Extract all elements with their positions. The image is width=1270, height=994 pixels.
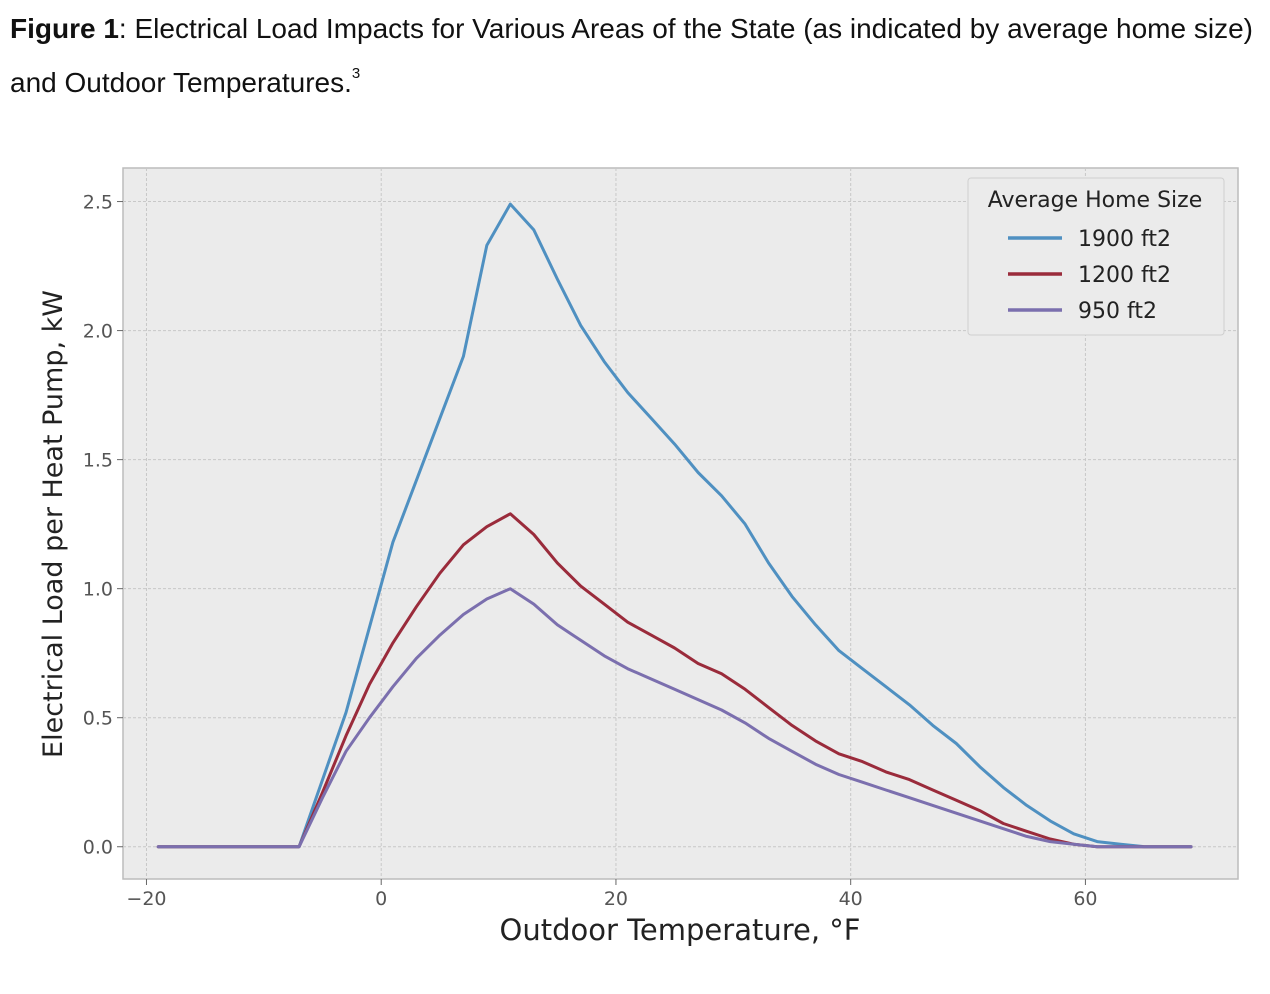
series-line-1 bbox=[156, 202, 1193, 849]
y-tick-label: 1.0 bbox=[83, 579, 113, 601]
legend-label: 1200 ft2 bbox=[1078, 263, 1171, 288]
x-tick-label: 40 bbox=[839, 888, 863, 910]
legend-title: Average Home Size bbox=[988, 188, 1202, 213]
figure-label: Figure 1 bbox=[10, 13, 119, 44]
y-tick-label: 0.0 bbox=[83, 837, 113, 859]
y-tick-label: 2.0 bbox=[83, 321, 113, 343]
y-tick-label: 1.5 bbox=[83, 450, 113, 472]
y-axis-label: Electrical Load per Heat Pump, kW bbox=[38, 290, 69, 758]
figure-caption: Figure 1: Electrical Load Impacts for Va… bbox=[10, 2, 1260, 110]
legend-label: 1900 ft2 bbox=[1078, 227, 1171, 252]
y-axis-ticks: 0.0 0.5 1.0 1.5 2.0 2.5 bbox=[83, 192, 123, 859]
x-tick-label: −20 bbox=[126, 888, 166, 910]
x-axis-ticks: −20 0 20 40 60 bbox=[126, 879, 1098, 910]
footnote-marker: 3 bbox=[351, 65, 361, 82]
series-line-2 bbox=[156, 512, 1193, 849]
series-line-3 bbox=[156, 587, 1193, 849]
series-lines bbox=[156, 202, 1193, 849]
legend: Average Home Size 1900 ft2 1200 ft2 950 ft… bbox=[967, 177, 1225, 336]
figure-caption-separator: : bbox=[118, 13, 127, 44]
x-axis-label: Outdoor Temperature, °F bbox=[500, 913, 861, 947]
x-tick-label: 20 bbox=[604, 888, 628, 910]
y-tick-label: 2.5 bbox=[83, 192, 113, 214]
x-tick-label: 0 bbox=[375, 888, 387, 910]
x-tick-label: 60 bbox=[1073, 888, 1097, 910]
legend-items: 1900 ft2 1200 ft2 950 ft2 bbox=[1008, 227, 1171, 324]
y-tick-label: 0.5 bbox=[83, 708, 113, 730]
figure-caption-text: Electrical Load Impacts for Various Area… bbox=[10, 13, 1253, 98]
grid-lines bbox=[123, 168, 1238, 879]
legend-box bbox=[967, 177, 1225, 336]
legend-label: 950 ft2 bbox=[1078, 299, 1157, 324]
